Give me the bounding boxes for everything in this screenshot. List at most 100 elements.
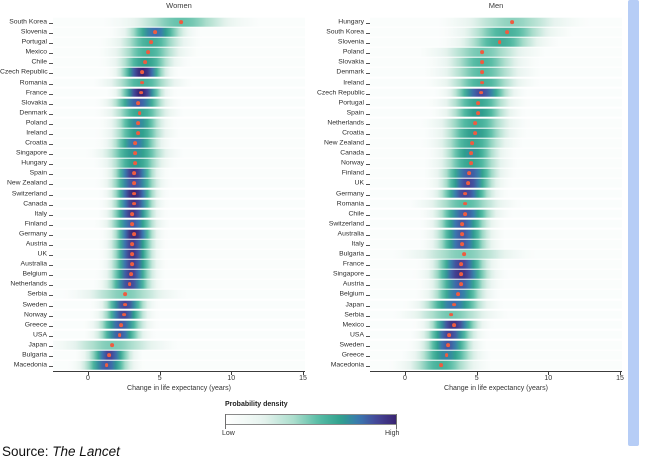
scrollbar-thumb[interactable] xyxy=(628,0,639,446)
median-dot xyxy=(130,242,135,246)
country-label: Switzerland xyxy=(328,220,364,228)
row-tick-mark xyxy=(366,204,370,206)
density-strip xyxy=(53,249,305,259)
density-strip xyxy=(53,169,305,178)
density-strip xyxy=(370,259,622,269)
country-label: Macedonia xyxy=(13,361,47,369)
row-tick-mark xyxy=(366,63,370,65)
median-dot xyxy=(133,161,138,166)
country-label: Croatia xyxy=(342,129,364,137)
density-strip xyxy=(53,68,305,77)
country-label: France xyxy=(342,260,364,268)
country-label: Denmark xyxy=(336,68,364,76)
row-tick-mark xyxy=(366,33,370,35)
density-strip xyxy=(370,98,622,108)
row-tick-mark xyxy=(366,184,370,186)
x-axis-tick xyxy=(619,372,621,375)
row-tick-mark xyxy=(366,174,370,176)
row-tick-mark xyxy=(366,134,370,136)
row-tick-mark xyxy=(366,255,370,257)
distribution-row: Poland xyxy=(317,47,625,57)
country-label: Chile xyxy=(31,58,48,66)
density-strip xyxy=(370,138,622,148)
row-tick-mark xyxy=(366,275,370,277)
median-dot xyxy=(480,50,485,55)
row-tick-mark xyxy=(366,194,370,196)
median-dot xyxy=(497,40,502,45)
median-dot xyxy=(129,272,133,277)
row-tick-mark xyxy=(49,113,53,115)
country-label: Canada xyxy=(23,200,47,208)
row-tick-mark xyxy=(366,23,370,25)
legend-gradient-bar xyxy=(225,414,397,425)
row-tick-mark xyxy=(49,73,53,75)
distribution-row: Denmark xyxy=(0,108,308,118)
row-tick-mark xyxy=(49,224,53,226)
panel-title-men: Men xyxy=(488,1,504,10)
legend-left-tick xyxy=(225,414,226,429)
density-strip xyxy=(370,169,622,178)
density-strip xyxy=(370,320,622,330)
median-dot xyxy=(131,232,136,236)
median-dot xyxy=(480,60,485,65)
row-tick-mark xyxy=(49,275,53,277)
density-strip xyxy=(370,269,622,279)
country-label: Macedonia xyxy=(330,361,364,369)
row-tick-mark xyxy=(49,345,53,347)
density-strip xyxy=(53,290,305,299)
row-tick-mark xyxy=(366,103,370,105)
density-strip xyxy=(370,300,622,309)
distribution-row: Finland xyxy=(317,168,625,178)
row-tick-mark xyxy=(49,53,53,55)
density-strip xyxy=(53,27,305,37)
row-tick-mark xyxy=(49,103,53,105)
distribution-row: Netherlands xyxy=(0,279,308,289)
density-strip xyxy=(370,229,622,239)
panel-men: Men Hungary South Korea Slovenia Poland Slov… xyxy=(317,0,625,400)
country-label: Japan xyxy=(345,301,364,309)
row-tick-mark xyxy=(49,184,53,186)
median-dot xyxy=(461,252,466,256)
country-label: Netherlands xyxy=(327,119,364,127)
median-dot xyxy=(479,90,483,95)
row-tick-mark xyxy=(49,214,53,216)
country-label: Austria xyxy=(25,240,47,248)
rows-container-men: Hungary South Korea Slovenia Poland Slovakia… xyxy=(317,17,625,371)
row-tick-mark xyxy=(366,164,370,166)
density-strip xyxy=(370,78,622,87)
country-label: USA xyxy=(33,331,47,339)
row-tick-mark xyxy=(366,113,370,115)
density-strip xyxy=(53,269,305,279)
density-strip xyxy=(370,118,622,128)
density-strip xyxy=(53,199,305,208)
row-tick-mark xyxy=(49,234,53,236)
median-dot xyxy=(469,151,473,156)
row-tick-mark xyxy=(49,245,53,247)
median-dot xyxy=(480,80,485,85)
row-tick-mark xyxy=(366,224,370,226)
density-strip xyxy=(53,350,305,360)
row-tick-mark xyxy=(49,255,53,257)
country-label: Belgium xyxy=(339,290,364,298)
country-label: Czech Republic xyxy=(0,68,48,76)
distribution-row: Sweden xyxy=(0,300,308,310)
density-strip xyxy=(53,118,305,128)
distribution-row: Czech Republic xyxy=(0,67,308,77)
distribution-row: South Korea xyxy=(317,27,625,37)
median-dot xyxy=(438,363,443,367)
row-tick-mark xyxy=(49,93,53,95)
distribution-row: Slovenia xyxy=(317,37,625,47)
source-title: The Lancet xyxy=(52,444,120,459)
density-strip xyxy=(53,17,305,27)
median-dot xyxy=(131,181,136,186)
median-dot xyxy=(117,332,122,337)
country-label: Switzerland xyxy=(11,190,47,198)
country-label: Germany xyxy=(19,230,47,238)
row-tick-mark xyxy=(49,43,53,45)
country-label: Slovakia xyxy=(21,99,47,107)
x-axis-tick xyxy=(302,372,304,375)
distribution-row: Norway xyxy=(0,310,308,320)
density-strip xyxy=(53,37,305,47)
density-strip xyxy=(53,259,305,269)
country-label: Serbia xyxy=(27,290,47,298)
